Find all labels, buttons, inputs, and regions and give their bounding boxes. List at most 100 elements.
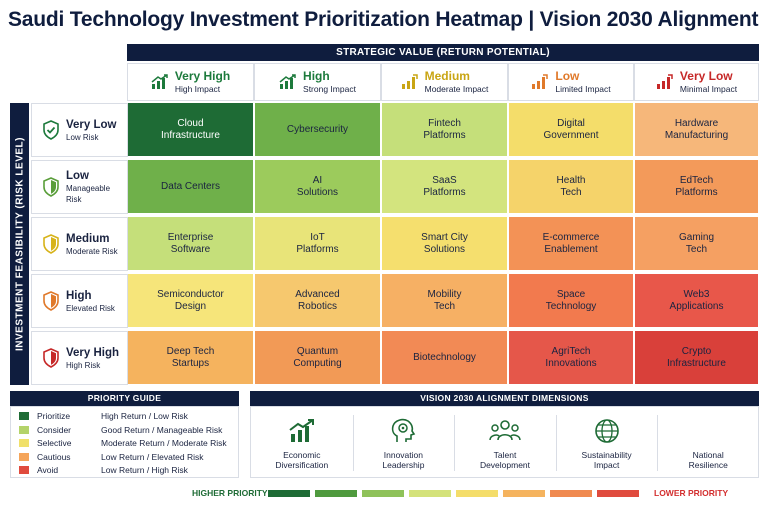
cell-label: EdTech Platforms bbox=[675, 174, 718, 198]
priority-scale-segment bbox=[456, 490, 498, 497]
guide-swatch bbox=[19, 452, 29, 461]
page-title: Saudi Technology Investment Prioritizati… bbox=[8, 8, 759, 31]
shield-half-icon bbox=[42, 348, 60, 368]
cell-label: Fintech Platforms bbox=[423, 117, 466, 141]
dimension-divider bbox=[454, 415, 456, 471]
heatmap-cell: Cybersecurity bbox=[255, 103, 381, 157]
column-label: Very Low bbox=[679, 68, 733, 83]
cell-label: Mobility Tech bbox=[427, 288, 462, 312]
cell-label: Data Centers bbox=[161, 180, 220, 192]
row-label: Medium bbox=[66, 232, 110, 245]
priority-scale-segment bbox=[268, 490, 310, 497]
cell-label: AgriTech Innovations bbox=[545, 345, 597, 369]
cell-label: Crypto Infrastructure bbox=[667, 345, 726, 369]
cell-label: Gaming Tech bbox=[678, 231, 714, 255]
dimension-divider bbox=[352, 415, 354, 471]
cell-label: Deep Tech Startups bbox=[166, 345, 215, 369]
cell-label: Enterprise Software bbox=[167, 231, 214, 255]
priority-scale-segment bbox=[550, 490, 592, 497]
dimension-label-line2: Impact bbox=[593, 460, 620, 470]
guide-swatch bbox=[19, 425, 29, 434]
guide-item: Selective Moderate Return / Moderate Risk bbox=[19, 437, 239, 449]
heatmap-cell: E-commerce Enablement bbox=[509, 217, 634, 271]
guide-description: High Return / Low Risk bbox=[101, 411, 188, 421]
heatmap-cell: Health Tech bbox=[509, 160, 634, 214]
column-label: High bbox=[303, 68, 330, 83]
guide-item: Prioritize High Return / Low Risk bbox=[19, 410, 239, 422]
guide-swatch bbox=[19, 466, 29, 474]
vision-dimensions: Economic Diversification Innovation Leaders… bbox=[250, 406, 759, 478]
cell-label: Biotechnology bbox=[413, 351, 476, 363]
shield-half-icon bbox=[42, 177, 60, 197]
dimension-label-line2: Development bbox=[479, 460, 531, 470]
cell-label: Web3 Applications bbox=[669, 288, 724, 312]
dimension-label-line1: Talent bbox=[493, 450, 517, 460]
dimensions-title: VISION 2030 ALIGNMENT DIMENSIONS bbox=[250, 391, 759, 406]
shield-half-icon bbox=[42, 291, 60, 311]
row-label: Low bbox=[66, 170, 89, 182]
heatmap-cell: IoT Platforms bbox=[255, 217, 381, 271]
shield-check-icon bbox=[699, 416, 717, 446]
shield-check-icon bbox=[42, 120, 60, 140]
bar-chart-icon bbox=[656, 74, 674, 90]
heatmap-cell: Digital Government bbox=[509, 103, 634, 157]
cell-label: Health Tech bbox=[556, 174, 586, 198]
row-label: Very High bbox=[66, 346, 120, 359]
dimension-item: Sustainability Impact bbox=[556, 407, 658, 479]
heatmap-cell: AgriTech Innovations bbox=[509, 331, 634, 385]
guide-swatch bbox=[19, 439, 29, 447]
cell-label: Semiconductor Design bbox=[157, 288, 224, 312]
brain-head-icon bbox=[389, 416, 417, 446]
bar-chart-up-icon bbox=[151, 74, 169, 90]
heatmap-cell: Fintech Platforms bbox=[382, 103, 508, 157]
cell-label: Smart City Solutions bbox=[421, 231, 468, 255]
guide-swatch bbox=[19, 412, 29, 420]
dimension-divider bbox=[657, 415, 659, 471]
guide-description: Good Return / Manageable Risk bbox=[101, 424, 223, 435]
cell-label: Cloud Infrastructure bbox=[161, 117, 220, 141]
row-sublabel: Manageable Risk bbox=[66, 184, 111, 204]
heatmap-cell: Web3 Applications bbox=[635, 274, 759, 328]
heatmap-cell: Biotechnology bbox=[382, 331, 508, 385]
row-sublabel: Low Risk bbox=[66, 132, 99, 142]
shield-half-icon bbox=[42, 234, 60, 254]
column-sublabel: Moderate Impact bbox=[424, 83, 489, 94]
row-sublabel: High Risk bbox=[66, 360, 101, 370]
heatmap-cell: Crypto Infrastructure bbox=[635, 331, 759, 385]
heatmap-cell: Smart City Solutions bbox=[382, 217, 508, 271]
guide-item: Cautious Low Return / Elevated Risk bbox=[19, 451, 239, 463]
dimension-label-line1: National bbox=[692, 450, 724, 460]
column-header-0: Very High High Impact bbox=[127, 63, 254, 101]
cell-label: IoT Platforms bbox=[296, 231, 339, 255]
heatmap-cell: Gaming Tech bbox=[635, 217, 759, 271]
row-header-0: Very Low Low Risk bbox=[31, 103, 128, 157]
heatmap-cell: Enterprise Software bbox=[128, 217, 254, 271]
heatmap-cell: Data Centers bbox=[128, 160, 254, 214]
dimension-item: Innovation Leadership bbox=[353, 407, 455, 479]
guide-label: Cautious bbox=[37, 451, 71, 462]
priority-scale-segment bbox=[597, 490, 639, 497]
priority-guide-title: PRIORITY GUIDE bbox=[10, 391, 239, 406]
guide-label: Selective bbox=[37, 438, 72, 448]
guide-item: Avoid Low Return / High Risk bbox=[19, 464, 239, 476]
dimension-label-line2: Diversification bbox=[275, 460, 329, 470]
priority-guide: Prioritize High Return / Low Risk Consider… bbox=[10, 406, 239, 478]
guide-label: Consider bbox=[37, 424, 72, 435]
rows-banner: INVESTMENT FEASIBILITY (RISK LEVEL) bbox=[10, 103, 29, 385]
column-sublabel: Minimal Impact bbox=[679, 83, 738, 94]
dimension-label-line1: Sustainability bbox=[581, 450, 632, 460]
column-header-2: Medium Moderate Impact bbox=[381, 63, 508, 101]
globe-leaf-icon bbox=[593, 416, 621, 446]
cell-label: Quantum Computing bbox=[293, 345, 342, 369]
column-sublabel: Strong Impact bbox=[303, 83, 356, 94]
priority-scale-segment bbox=[315, 490, 357, 497]
bar-chart-icon bbox=[401, 74, 419, 90]
lower-priority-label: LOWER PRIORITY bbox=[654, 488, 729, 498]
dimension-item: National Resilience bbox=[657, 407, 759, 479]
columns-banner: STRATEGIC VALUE (RETURN POTENTIAL) bbox=[127, 44, 759, 61]
people-group-icon bbox=[489, 416, 521, 446]
guide-label: Prioritize bbox=[37, 411, 71, 421]
cell-label: Space Technology bbox=[545, 288, 597, 312]
heatmap-cell: Hardware Manufacturing bbox=[635, 103, 759, 157]
column-label: Low bbox=[555, 68, 580, 83]
